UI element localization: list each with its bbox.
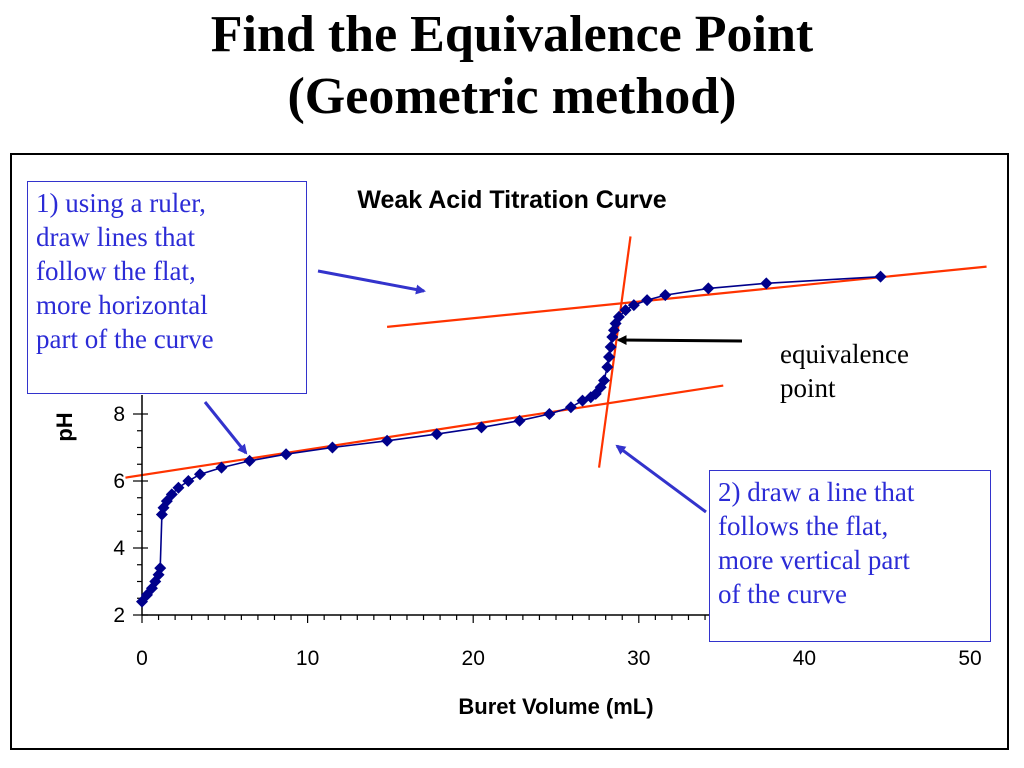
data-series bbox=[136, 270, 887, 608]
data-point bbox=[612, 310, 625, 323]
x-tick-label: 0 bbox=[136, 647, 148, 670]
data-point bbox=[602, 351, 615, 364]
slide-title-line-2: (Geometric method) bbox=[287, 68, 737, 125]
data-point bbox=[874, 270, 887, 283]
data-point bbox=[760, 277, 773, 290]
data-point bbox=[702, 282, 715, 295]
data-point bbox=[430, 428, 443, 441]
data-point bbox=[601, 361, 614, 374]
chart-title: Weak Acid Titration Curve bbox=[357, 186, 666, 214]
callout-2-line: of the curve bbox=[718, 579, 847, 609]
construction-line bbox=[386, 265, 987, 328]
data-point bbox=[475, 421, 488, 434]
data-point bbox=[280, 448, 293, 461]
construction-line bbox=[597, 236, 632, 468]
equivalence-label-line: equivalence bbox=[780, 339, 909, 369]
annotation-arrows bbox=[203, 269, 743, 514]
callout-horizontal-lines: 1) using a ruler, draw lines that follow… bbox=[27, 181, 307, 394]
data-point bbox=[215, 461, 228, 474]
callout-1-line: draw lines that bbox=[36, 222, 195, 252]
data-point bbox=[381, 434, 394, 447]
data-point bbox=[165, 488, 178, 501]
data-point bbox=[154, 562, 167, 575]
slide-title-line-1: Find the Equivalence Point bbox=[210, 6, 814, 63]
data-point bbox=[172, 481, 185, 494]
construction-lines bbox=[125, 236, 987, 479]
arrow-to-lower-line bbox=[203, 401, 248, 455]
equivalence-label-line: point bbox=[780, 373, 836, 403]
equivalence-point-label: equivalence point bbox=[780, 337, 909, 405]
data-point bbox=[641, 294, 654, 307]
data-point bbox=[619, 304, 632, 317]
y-tick-label: 4 bbox=[113, 537, 125, 560]
x-tick-label: 30 bbox=[627, 647, 650, 670]
callout-2-line: follows the flat, bbox=[718, 511, 889, 541]
callout-1-line: more horizontal bbox=[36, 290, 208, 320]
arrow-to-vertical-line bbox=[615, 444, 707, 514]
data-point bbox=[604, 341, 617, 353]
data-point bbox=[513, 414, 526, 427]
y-axis-label: pH bbox=[52, 412, 77, 441]
callout-2-line: more vertical part bbox=[718, 545, 910, 575]
data-point bbox=[543, 408, 556, 420]
x-tick-label: 20 bbox=[462, 647, 485, 670]
data-point bbox=[182, 475, 195, 487]
data-point bbox=[243, 454, 256, 467]
data-point bbox=[627, 299, 640, 312]
chart-axes: 0 10 20 30 40 50 2 4 6 8 bbox=[113, 395, 982, 670]
data-point bbox=[598, 374, 611, 387]
slide-title: Find the Equivalence Point (Geometric me… bbox=[0, 4, 1024, 128]
x-tick-label: 40 bbox=[793, 647, 816, 670]
callout-2-line: 2) draw a line that bbox=[718, 477, 915, 507]
callout-1-line: follow the flat, bbox=[36, 256, 196, 286]
data-point bbox=[193, 468, 206, 481]
data-point bbox=[326, 441, 339, 454]
y-tick-label: 8 bbox=[113, 403, 125, 426]
arrow-to-upper-line bbox=[317, 269, 426, 295]
arrow-to-equivalence-point bbox=[616, 335, 743, 346]
callout-1-line: 1) using a ruler, bbox=[36, 188, 206, 218]
x-tick-label: 10 bbox=[296, 647, 319, 670]
data-point bbox=[564, 401, 577, 414]
data-point bbox=[659, 289, 672, 302]
construction-line bbox=[125, 384, 724, 479]
x-axis-label: Buret Volume (mL) bbox=[458, 694, 653, 719]
callout-1-line: part of the curve bbox=[36, 324, 214, 354]
callout-vertical-line: 2) draw a line that follows the flat, mo… bbox=[709, 470, 991, 642]
x-tick-label: 50 bbox=[958, 647, 981, 670]
y-tick-label: 2 bbox=[113, 604, 125, 627]
y-tick-label: 6 bbox=[113, 470, 125, 493]
